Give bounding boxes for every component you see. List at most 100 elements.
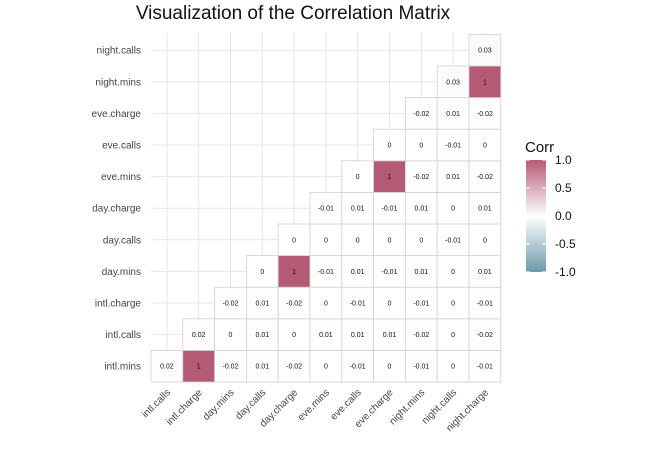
cell-value-label: -0.02 [286,301,302,308]
cell-value-label: -0.02 [477,174,493,181]
x-axis-ticks: intl.callsintl.chargeday.minsday.callsda… [140,387,491,434]
cell-value-label: 0 [419,143,423,150]
chart-title: Visualization of the Correlation Matrix [136,3,451,24]
cell-value-label: 1 [388,174,392,181]
cell-value-label: 0.01 [351,206,365,213]
cell-value-label: 0 [292,332,296,339]
cell-value-label: 0 [229,332,233,339]
cell-value-label: 0 [260,269,264,276]
heatmap-cell [404,128,438,162]
cell-value-label: 0 [388,237,392,244]
legend-colorbar [526,160,546,272]
cell-value-label: 0.01 [351,332,365,339]
cell-value-label: 0 [388,143,392,150]
heatmap-cell [309,349,343,383]
heatmap-cell [436,191,470,225]
heatmap-cell [245,286,279,320]
cell-value-label: 0 [451,332,455,339]
cell-value-label: -0.02 [477,332,493,339]
cell-value-label: 0 [356,174,360,181]
heatmap-cell [277,223,311,257]
cell-value-label: -0.02 [286,364,302,371]
cell-value-label: -0.02 [223,364,239,371]
heatmap-cell [245,318,279,351]
cell-value-label: 0.02 [160,364,174,371]
heatmap-cell [277,286,311,320]
cell-value-label: -0.01 [445,143,461,150]
y-tick-label: intl.mins [104,362,141,373]
cell-value-label: 0 [419,237,423,244]
y-tick-label: eve.mins [101,172,141,183]
cell-value-label: 0.01 [383,332,397,339]
cell-value-label: 0 [324,237,328,244]
cell-value-label: -0.01 [382,269,398,276]
cell-value-label: 0.01 [414,269,428,276]
heatmap-cell [468,286,502,320]
heatmap-cell [277,255,311,288]
cell-value-label: 0.03 [478,48,492,55]
cell-value-label: -0.01 [350,364,366,371]
cell-value-label: 0.01 [414,206,428,213]
heatmap-cell [436,349,470,383]
cell-value-label: -0.02 [413,332,429,339]
heatmap-cells: 0.02 1 -0.02 0.01 -0.02 0 -0.01 0 -0.01 0 -0.01 0.0… [150,34,502,383]
heatmap-cell [436,223,470,257]
heatmap-cell [373,318,406,351]
cell-value-label: -0.02 [223,301,239,308]
cell-value-label: 0 [324,301,328,308]
heatmap-cell [309,191,343,225]
cell-value-label: 0.01 [319,332,333,339]
legend-title: Corr [525,139,554,156]
heatmap-cell [245,349,279,383]
cell-value-label: -0.01 [445,237,461,244]
cell-value-label: -0.01 [477,301,493,308]
cell-value-label: 0.01 [478,269,492,276]
heatmap-cell [404,223,438,257]
heatmap-cell [309,255,343,288]
heatmap-cell [341,191,374,225]
legend: Corr 1.0 0.5 0.0 -0.5 -1.0 [525,139,576,279]
cell-value-label: -0.02 [413,174,429,181]
cell-value-label: 0.02 [192,332,206,339]
cell-value-label: 0.01 [351,269,365,276]
cell-value-label: 0 [292,237,296,244]
cell-value-label: 0 [451,364,455,371]
legend-tick-label: -1.0 [555,265,576,279]
y-tick-label: day.charge [92,204,141,215]
legend-ticks: 1.0 0.5 0.0 -0.5 -1.0 [526,153,576,279]
cell-value-label: 0 [451,269,455,276]
heatmap-cell [468,34,502,67]
heatmap-cell [150,349,184,383]
cell-value-label: 0 [483,143,487,150]
cell-value-label: -0.01 [413,364,429,371]
cell-value-label: 0.01 [446,174,460,181]
cell-value-label: 0 [483,237,487,244]
x-tick-label: day.mins [201,387,237,423]
cell-value-label: 0 [356,237,360,244]
cell-value-label: 0 [324,364,328,371]
y-tick-label: intl.charge [95,299,142,310]
heatmap-cell [373,191,406,225]
heatmap-cell [245,255,279,288]
cell-value-label: -0.01 [318,206,334,213]
heatmap-cell [404,286,438,320]
cell-value-label: 0.01 [446,111,460,118]
y-tick-label: eve.calls [102,141,141,152]
cell-value-label: 0 [451,301,455,308]
heatmap-cell [468,128,502,162]
legend-tick-label: 0.0 [555,209,572,223]
cell-value-label: 0.01 [478,206,492,213]
heatmap-cell [468,65,502,99]
heatmap-cell [373,128,406,162]
cell-value-label: -0.01 [382,206,398,213]
cell-value-label: -0.02 [477,111,493,118]
cell-value-label: 1 [483,79,487,86]
cell-value-label: 0 [388,364,392,371]
cell-value-label: -0.01 [350,301,366,308]
cell-value-label: 0.01 [255,332,269,339]
heatmap-cell [309,223,343,257]
heatmap-cell [214,318,247,351]
y-axis-ticks: intl.mins intl.calls intl.charge day.mins da… [92,46,142,373]
